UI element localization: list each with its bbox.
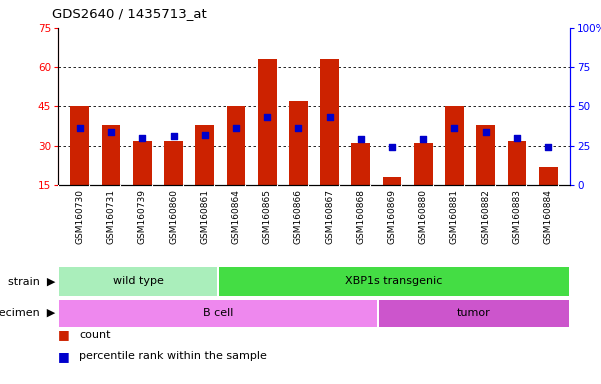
Bar bbox=[379, 300, 569, 326]
Bar bbox=[102, 125, 120, 185]
Text: count: count bbox=[79, 330, 111, 340]
Point bbox=[325, 114, 334, 121]
Point bbox=[200, 132, 210, 138]
Bar bbox=[227, 106, 245, 185]
Point bbox=[293, 126, 303, 132]
Text: wild type: wild type bbox=[112, 276, 163, 286]
Text: GSM160881: GSM160881 bbox=[450, 189, 459, 244]
Bar bbox=[320, 60, 339, 185]
Bar bbox=[508, 141, 526, 185]
Point bbox=[450, 126, 459, 132]
Point bbox=[356, 136, 365, 142]
Point bbox=[106, 129, 116, 135]
Text: GSM160868: GSM160868 bbox=[356, 189, 365, 244]
Point bbox=[231, 126, 241, 132]
Point bbox=[263, 114, 272, 121]
Text: specimen  ▶: specimen ▶ bbox=[0, 308, 55, 318]
Text: GSM160860: GSM160860 bbox=[169, 189, 178, 244]
Text: GDS2640 / 1435713_at: GDS2640 / 1435713_at bbox=[52, 8, 207, 20]
Bar bbox=[445, 106, 464, 185]
Point bbox=[169, 133, 178, 139]
Point bbox=[75, 126, 85, 132]
Bar bbox=[164, 141, 183, 185]
Bar bbox=[383, 177, 401, 185]
Bar bbox=[414, 143, 433, 185]
Bar bbox=[59, 266, 217, 296]
Text: GSM160730: GSM160730 bbox=[75, 189, 84, 244]
Text: GSM160884: GSM160884 bbox=[544, 189, 553, 244]
Bar bbox=[133, 141, 151, 185]
Text: percentile rank within the sample: percentile rank within the sample bbox=[79, 351, 267, 361]
Text: B cell: B cell bbox=[203, 308, 233, 318]
Text: GSM160866: GSM160866 bbox=[294, 189, 303, 244]
Bar bbox=[258, 60, 276, 185]
Text: ■: ■ bbox=[58, 349, 70, 362]
Text: GSM160739: GSM160739 bbox=[138, 189, 147, 244]
Point bbox=[387, 144, 397, 151]
Point bbox=[481, 129, 490, 135]
Text: XBP1s transgenic: XBP1s transgenic bbox=[346, 276, 443, 286]
Bar bbox=[59, 300, 377, 326]
Text: GSM160869: GSM160869 bbox=[388, 189, 397, 244]
Text: tumor: tumor bbox=[457, 308, 491, 318]
Bar bbox=[477, 125, 495, 185]
Text: GSM160865: GSM160865 bbox=[263, 189, 272, 244]
Text: strain  ▶: strain ▶ bbox=[8, 276, 55, 286]
Text: GSM160882: GSM160882 bbox=[481, 189, 490, 244]
Text: GSM160731: GSM160731 bbox=[106, 189, 115, 244]
Point bbox=[138, 135, 147, 141]
Point bbox=[543, 144, 553, 151]
Text: ■: ■ bbox=[58, 328, 70, 341]
Point bbox=[418, 136, 428, 142]
Text: GSM160861: GSM160861 bbox=[200, 189, 209, 244]
Text: GSM160883: GSM160883 bbox=[513, 189, 522, 244]
Text: GSM160864: GSM160864 bbox=[231, 189, 240, 244]
Bar bbox=[289, 101, 308, 185]
Bar bbox=[352, 143, 370, 185]
Point bbox=[512, 135, 522, 141]
Bar bbox=[219, 266, 569, 296]
Bar bbox=[70, 106, 89, 185]
Text: GSM160867: GSM160867 bbox=[325, 189, 334, 244]
Bar bbox=[538, 167, 558, 185]
Bar bbox=[195, 125, 214, 185]
Text: GSM160880: GSM160880 bbox=[419, 189, 428, 244]
